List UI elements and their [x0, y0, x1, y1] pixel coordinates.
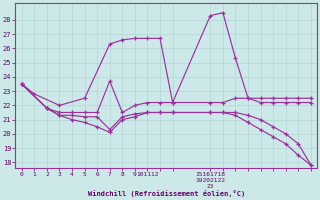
X-axis label: Windchill (Refroidissement éolien,°C): Windchill (Refroidissement éolien,°C) [88, 190, 245, 197]
